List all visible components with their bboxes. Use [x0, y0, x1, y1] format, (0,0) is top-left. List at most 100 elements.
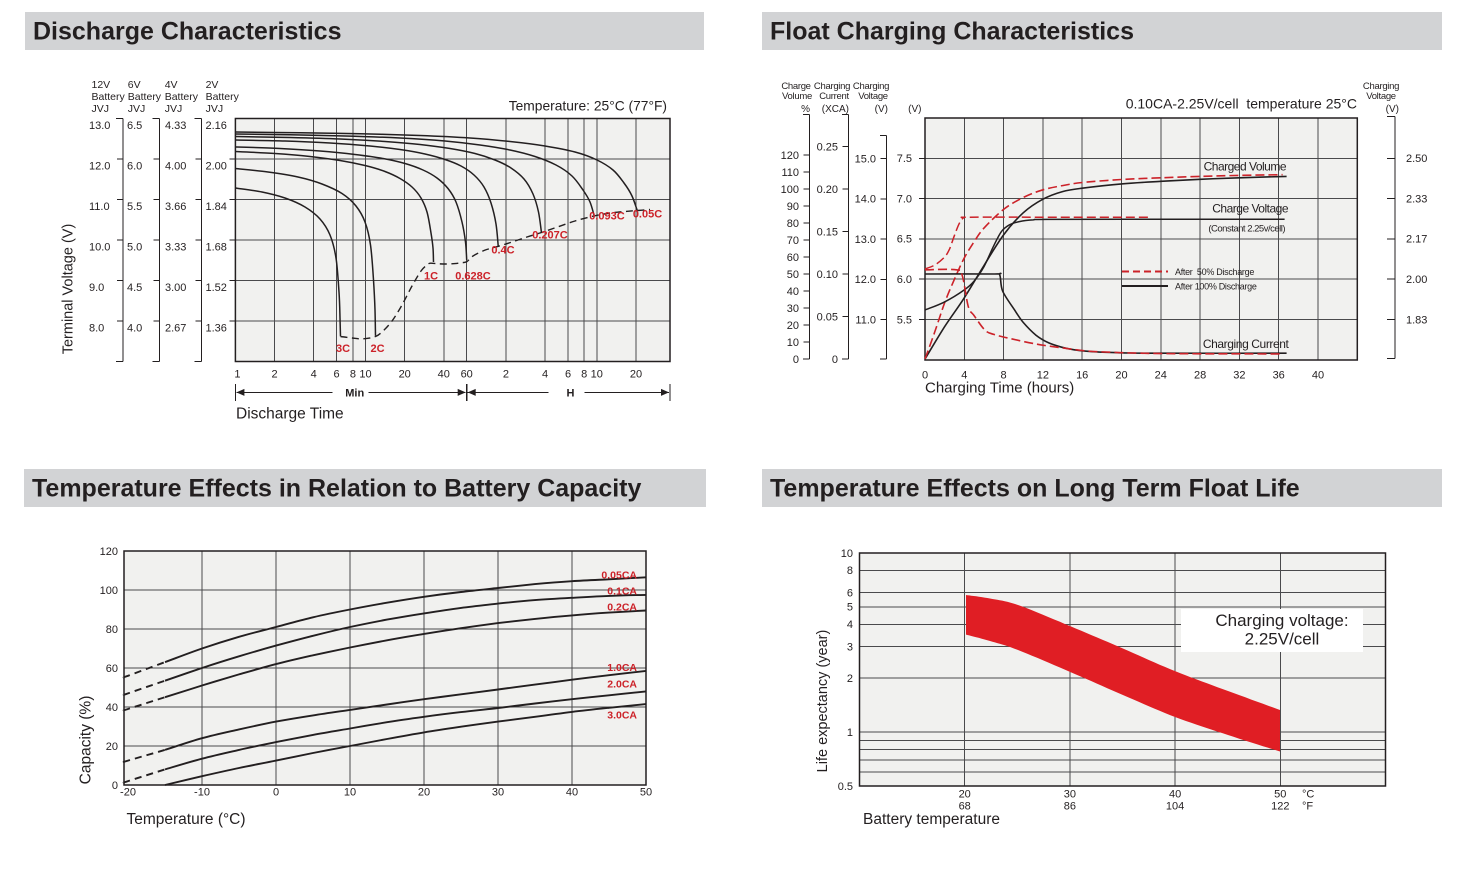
svg-text:50: 50 [1274, 789, 1286, 801]
svg-text:JVJ: JVJ [165, 103, 183, 115]
svg-text:50: 50 [640, 787, 652, 799]
svg-text:Charged Volume: Charged Volume [1204, 160, 1287, 174]
svg-text:40: 40 [566, 787, 578, 799]
svg-text:2.67: 2.67 [165, 323, 186, 335]
svg-text:40: 40 [787, 286, 799, 298]
svg-text:0.207C: 0.207C [532, 230, 568, 242]
svg-text:3.33: 3.33 [165, 242, 186, 254]
svg-text:30: 30 [787, 303, 799, 315]
svg-text:11.0: 11.0 [89, 201, 110, 213]
svg-text:Battery temperature: Battery temperature [863, 811, 1000, 828]
svg-text:2.17: 2.17 [1406, 234, 1427, 246]
svg-text:32: 32 [1233, 370, 1245, 382]
svg-text:0.05C: 0.05C [633, 209, 662, 221]
svg-text:8: 8 [581, 369, 587, 381]
svg-text:28: 28 [1194, 370, 1206, 382]
svg-text:5: 5 [847, 602, 853, 614]
svg-text:13.0: 13.0 [89, 120, 110, 132]
svg-text:50: 50 [787, 269, 799, 281]
svg-text:JVJ: JVJ [92, 103, 110, 115]
svg-text:8: 8 [1001, 370, 1007, 382]
svg-text:4.33: 4.33 [165, 120, 186, 132]
svg-text:Temperature Effects in Relatio: Temperature Effects in Relation to Batte… [32, 475, 642, 503]
svg-text:0.15: 0.15 [817, 226, 838, 238]
svg-text:JVJ: JVJ [128, 103, 146, 115]
svg-text:14.0: 14.0 [855, 194, 876, 206]
svg-text:110: 110 [781, 167, 799, 179]
svg-text:0.20: 0.20 [817, 184, 838, 196]
svg-text:20: 20 [959, 789, 971, 801]
svg-text:120: 120 [100, 546, 118, 558]
svg-text:(V): (V) [908, 104, 921, 115]
svg-text:2V: 2V [206, 79, 219, 91]
svg-text:4.0: 4.0 [127, 323, 142, 335]
svg-text:5.5: 5.5 [897, 314, 912, 326]
svg-text:0: 0 [273, 787, 279, 799]
svg-text:(XCA): (XCA) [822, 104, 849, 115]
svg-text:20: 20 [1115, 370, 1127, 382]
svg-text:15.0: 15.0 [855, 153, 876, 165]
svg-text:1.0CA: 1.0CA [607, 662, 637, 674]
svg-text:0.05CA: 0.05CA [601, 569, 637, 581]
svg-text:H: H [567, 387, 575, 399]
svg-text:2.00: 2.00 [206, 161, 227, 173]
svg-text:0.5: 0.5 [838, 781, 853, 793]
svg-text:100: 100 [100, 585, 118, 597]
svg-text:0.1CA: 0.1CA [607, 586, 637, 598]
svg-text:10.0: 10.0 [89, 242, 110, 254]
svg-text:2.00: 2.00 [1406, 274, 1427, 286]
svg-text:Charging: Charging [1363, 81, 1399, 92]
svg-text:Discharge Time: Discharge Time [236, 406, 344, 423]
svg-text:2.33: 2.33 [1406, 193, 1427, 205]
svg-text:6: 6 [847, 588, 853, 600]
svg-text:4.00: 4.00 [165, 161, 186, 173]
svg-text:30: 30 [492, 787, 504, 799]
svg-text:4: 4 [542, 369, 548, 381]
svg-text:Capacity (%): Capacity (%) [78, 696, 95, 785]
svg-text:Charging Time (hours): Charging Time (hours) [925, 380, 1074, 397]
svg-text:0.628C: 0.628C [455, 271, 491, 283]
svg-text:40: 40 [438, 369, 450, 381]
svg-text:1.52: 1.52 [206, 282, 227, 294]
svg-text:20: 20 [787, 320, 799, 332]
svg-text:5.5: 5.5 [127, 201, 142, 213]
svg-text:10: 10 [359, 369, 371, 381]
svg-text:8.0: 8.0 [89, 323, 104, 335]
svg-text:(V): (V) [875, 104, 888, 115]
svg-text:°F: °F [1302, 801, 1313, 813]
svg-text:3.0CA: 3.0CA [607, 709, 637, 721]
svg-text:80: 80 [787, 218, 799, 230]
svg-text:Charging: Charging [814, 81, 850, 92]
svg-text:4V: 4V [165, 79, 178, 91]
svg-text:Battery: Battery [128, 91, 162, 103]
svg-text:0: 0 [793, 354, 799, 366]
svg-text:40: 40 [1169, 789, 1181, 801]
svg-text:6: 6 [334, 369, 340, 381]
svg-text:Battery: Battery [165, 91, 199, 103]
svg-text:40: 40 [1312, 370, 1324, 382]
svg-text:Charging voltage:: Charging voltage: [1215, 611, 1348, 630]
svg-text:1C: 1C [424, 271, 438, 283]
svg-text:10: 10 [787, 337, 799, 349]
svg-text:10: 10 [591, 369, 603, 381]
svg-text:-20: -20 [120, 787, 136, 799]
svg-text:3.00: 3.00 [165, 282, 186, 294]
svg-text:12.0: 12.0 [855, 274, 876, 286]
svg-text:2C: 2C [370, 343, 384, 355]
svg-text:70: 70 [787, 235, 799, 247]
svg-text:2.25V/cell: 2.25V/cell [1245, 630, 1320, 649]
svg-text:Charging: Charging [853, 81, 889, 92]
svg-text:Volume: Volume [782, 91, 812, 102]
svg-text:16: 16 [1076, 370, 1088, 382]
svg-text:12V: 12V [92, 79, 111, 91]
svg-text:10: 10 [841, 548, 853, 560]
svg-text:0.10: 0.10 [817, 269, 838, 281]
svg-text:6.5: 6.5 [127, 120, 142, 132]
svg-text:100: 100 [781, 184, 799, 196]
svg-text:3: 3 [847, 641, 853, 653]
svg-text:Voltage: Voltage [858, 91, 888, 102]
svg-text:(Constant 2.25v/cell): (Constant 2.25v/cell) [1208, 224, 1285, 235]
svg-text:0.25: 0.25 [817, 141, 838, 153]
svg-text:60: 60 [787, 252, 799, 264]
svg-text:9.0: 9.0 [89, 282, 104, 294]
